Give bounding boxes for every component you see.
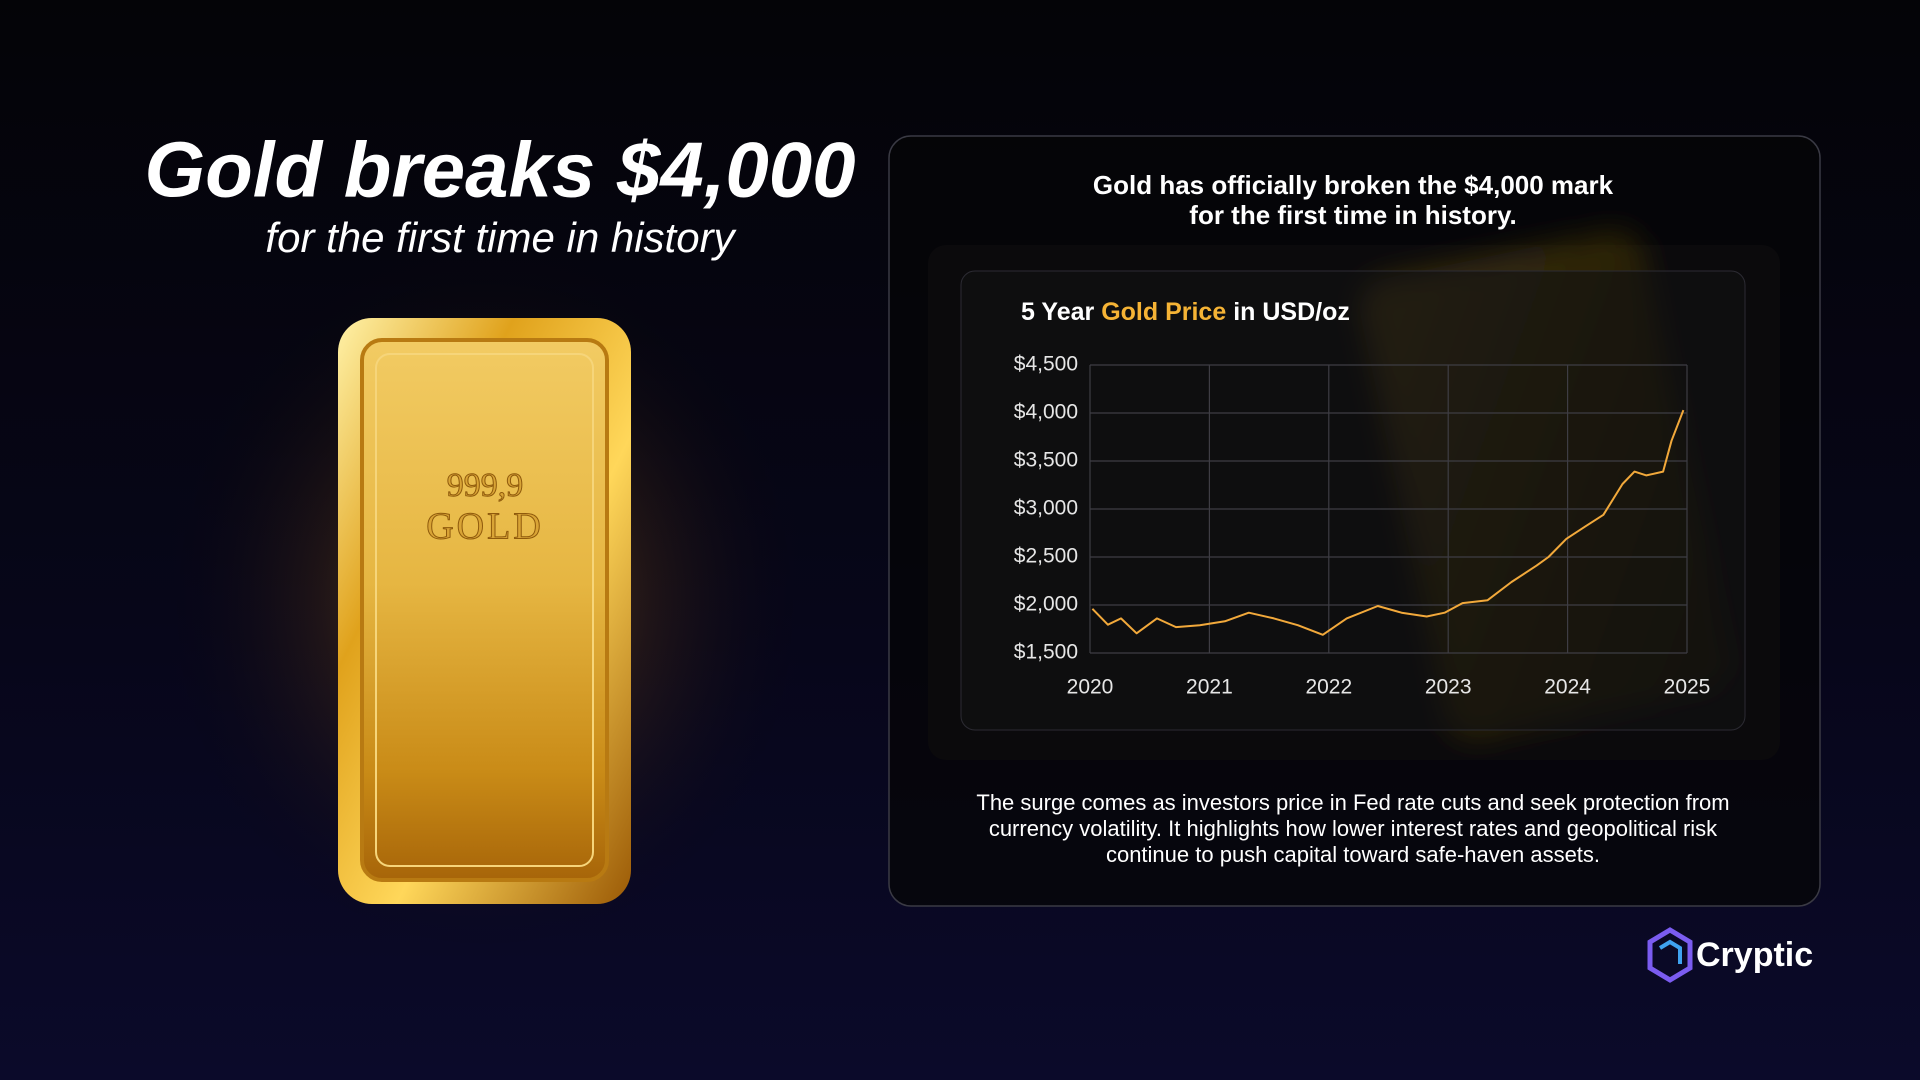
- x-tick-label: 2020: [1067, 676, 1114, 699]
- card-body: The surge comes as investors price in Fe…: [976, 790, 1730, 867]
- y-tick-label: $3,000: [1014, 497, 1078, 520]
- chart-title-part: 5 Year: [1021, 298, 1095, 326]
- card-heading: for the first time in history.: [1189, 200, 1516, 230]
- y-tick-label: $4,500: [1014, 353, 1078, 376]
- x-tick-label: 2022: [1305, 676, 1352, 699]
- price-line: [1091, 409, 1685, 636]
- logo-icon: [1647, 927, 1693, 983]
- x-tick-label: 2024: [1544, 676, 1591, 699]
- chart-panel: [960, 270, 1746, 731]
- bar-purity: 999,9: [447, 467, 524, 504]
- logo-text: Cryptic: [1696, 936, 1813, 974]
- gold-bar-face: [360, 338, 609, 882]
- y-tick-label: $2,000: [1014, 593, 1078, 616]
- plot: $1,500 $2,000 $2,500 $3,000 $3,500 $4,000 $4,5…: [1014, 353, 1711, 699]
- x-tick-label: 2023: [1425, 676, 1472, 699]
- y-tick-label: $1,500: [1014, 641, 1078, 664]
- y-tick-label: $3,500: [1014, 449, 1078, 472]
- x-tick-label: 2025: [1664, 676, 1711, 699]
- bar-label: GOLD: [426, 506, 544, 548]
- chart-title-highlight: Gold Price: [1101, 298, 1226, 326]
- gold-bar-border: [375, 353, 594, 867]
- x-tick-label: 2021: [1186, 676, 1233, 699]
- y-tick-label: $4,000: [1014, 401, 1078, 424]
- y-tick-label: $2,500: [1014, 545, 1078, 568]
- chart-title-part: in USD/oz: [1233, 298, 1350, 326]
- card-heading: Gold has officially broken the $4,000 ma…: [1093, 170, 1614, 200]
- headline: Gold breaks $4,000: [144, 126, 855, 214]
- chart-title: 5 Year Gold Price in USD/oz: [1021, 298, 1350, 326]
